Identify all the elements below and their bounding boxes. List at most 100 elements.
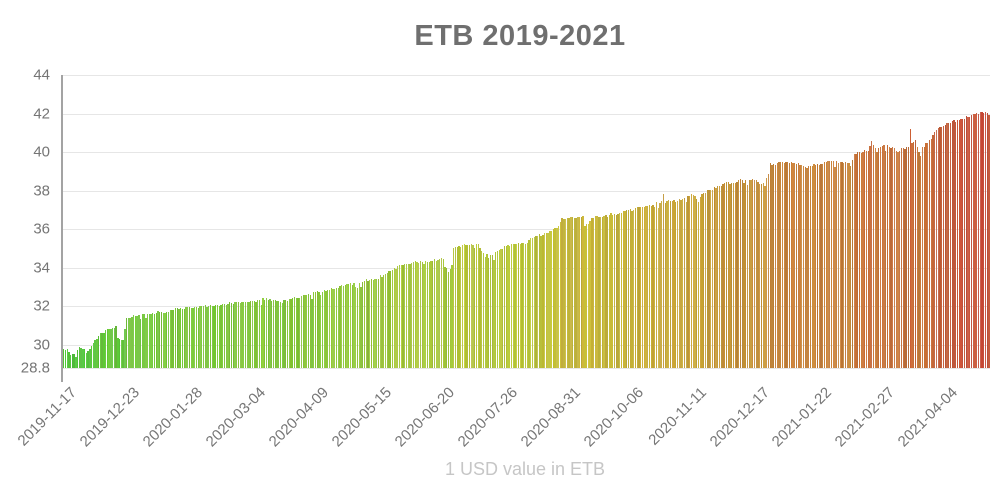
daily-rate-bar — [281, 302, 283, 368]
daily-rate-bar — [774, 164, 777, 368]
daily-rate-bar — [666, 201, 668, 368]
daily-rate-bar — [187, 306, 189, 368]
daily-rate-bar — [823, 161, 826, 368]
daily-rate-bar — [934, 131, 936, 368]
daily-rate-bar — [734, 182, 736, 368]
daily-rate-bar — [78, 346, 81, 368]
daily-rate-bar — [953, 119, 955, 368]
daily-rate-bar — [500, 248, 502, 368]
daily-rate-bar — [585, 224, 588, 368]
daily-rate-bar — [804, 167, 806, 368]
daily-rate-bar — [879, 146, 882, 368]
daily-rate-bar — [159, 312, 161, 368]
daily-rate-bar — [344, 284, 346, 368]
daily-rate-bar — [106, 328, 109, 368]
daily-rate-bar — [367, 281, 369, 368]
y-gridline — [62, 229, 990, 231]
daily-rate-bar — [197, 307, 199, 368]
daily-rate-bar — [213, 305, 215, 368]
daily-rate-bar — [202, 306, 205, 368]
daily-rate-bar — [813, 163, 815, 368]
daily-rate-bar — [540, 235, 542, 368]
daily-rate-bar — [727, 182, 729, 368]
daily-rate-bar — [386, 273, 388, 368]
x-axis-tick-label: 2020-11-11 — [644, 384, 710, 449]
daily-rate-bar — [104, 329, 107, 368]
daily-rate-bar — [470, 244, 472, 368]
daily-rate-bar — [328, 289, 331, 368]
daily-rate-bar — [496, 251, 499, 368]
daily-rate-bar — [620, 213, 623, 368]
daily-rate-bar — [748, 179, 750, 368]
daily-rate-bar — [974, 114, 976, 368]
daily-rate-bar — [201, 305, 203, 368]
daily-rate-bar — [456, 247, 458, 368]
daily-rate-bar — [299, 297, 301, 368]
daily-rate-bar — [521, 243, 523, 368]
x-axis-tick-label: 2019-12-23 — [76, 384, 143, 451]
daily-rate-bar — [552, 228, 555, 368]
daily-rate-bar — [390, 271, 392, 368]
daily-rate-bar — [708, 190, 710, 368]
daily-rate-bar — [825, 161, 827, 368]
daily-rate-bar — [612, 214, 614, 368]
daily-rate-bar — [958, 120, 960, 368]
daily-rate-bar — [519, 243, 521, 368]
daily-rate-bar — [248, 302, 250, 368]
daily-rate-bar — [830, 160, 833, 368]
daily-rate-bar — [395, 268, 397, 368]
daily-rate-bar — [80, 347, 82, 368]
daily-rate-bar — [220, 305, 222, 368]
y-gridline — [62, 152, 990, 154]
daily-rate-bar — [531, 238, 534, 368]
daily-rate-bar — [797, 162, 799, 368]
daily-rate-bar — [855, 153, 857, 368]
daily-rate-bar — [547, 232, 549, 368]
daily-rate-bar — [935, 130, 938, 368]
daily-rate-bar — [580, 216, 583, 368]
daily-rate-bar — [120, 339, 123, 368]
x-axis-tick-label: 2020-04-09 — [265, 384, 332, 451]
daily-rate-bar — [370, 279, 373, 368]
daily-rate-bar — [746, 184, 749, 368]
daily-rate-bar — [339, 285, 341, 368]
daily-rate-bar — [902, 147, 904, 368]
daily-rate-bar — [592, 218, 595, 368]
daily-rate-bar — [535, 236, 537, 368]
daily-rate-bar — [669, 200, 672, 368]
daily-rate-bar — [353, 283, 355, 368]
daily-rate-bar — [897, 151, 899, 368]
daily-rate-bar — [822, 164, 824, 368]
daily-rate-bar — [970, 114, 973, 368]
daily-rate-bar — [867, 150, 869, 368]
daily-rate-bar — [577, 217, 579, 368]
daily-rate-bar — [563, 219, 565, 368]
daily-rate-bar — [146, 314, 149, 368]
daily-rate-bar — [543, 233, 546, 368]
daily-rate-bar — [211, 306, 213, 368]
daily-rate-bar — [446, 268, 448, 368]
daily-rate-bar — [227, 304, 229, 368]
daily-rate-bar — [946, 123, 948, 368]
daily-rate-bar — [900, 148, 903, 368]
daily-rate-bar — [272, 299, 275, 368]
daily-rate-bar — [174, 307, 177, 368]
daily-rate-bar — [766, 178, 768, 368]
daily-rate-bar — [745, 179, 747, 368]
daily-rate-bar — [311, 299, 313, 368]
daily-rate-bar — [423, 264, 425, 368]
daily-rate-bar — [171, 310, 173, 368]
daily-rate-bar — [909, 129, 911, 368]
daily-rate-bar — [498, 249, 500, 368]
daily-rate-bar — [400, 264, 402, 368]
daily-rate-bar — [575, 217, 577, 368]
y-axis-tick-label: 38 — [33, 182, 50, 200]
daily-rate-bar — [983, 112, 985, 368]
daily-rate-bar — [769, 163, 771, 368]
daily-rate-bar — [895, 151, 897, 368]
daily-rate-bar — [739, 179, 742, 368]
daily-rate-bar — [348, 283, 350, 368]
daily-rate-bar — [472, 245, 474, 368]
daily-rate-bar — [127, 318, 130, 368]
daily-rate-bar — [675, 201, 677, 368]
